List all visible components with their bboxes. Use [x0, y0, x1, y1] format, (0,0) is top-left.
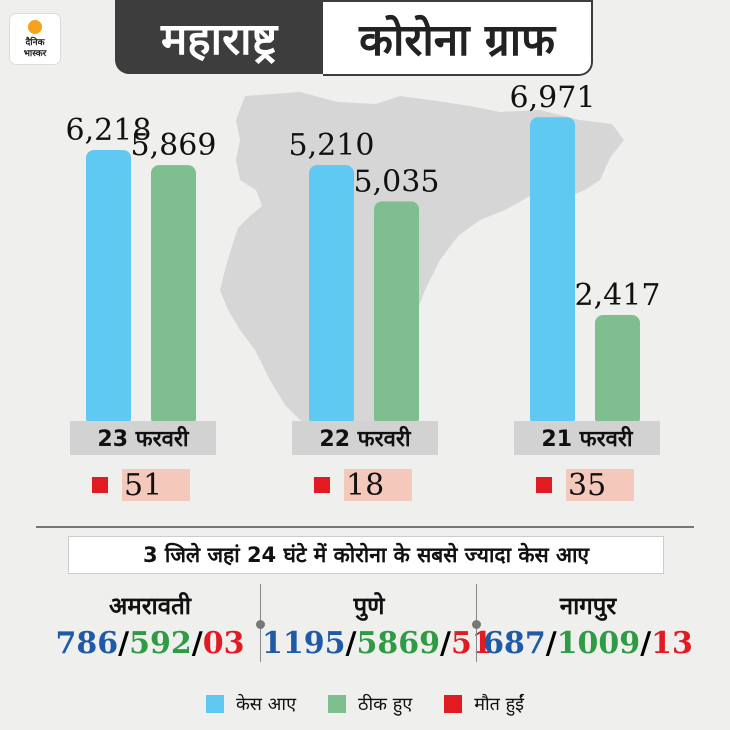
recovered-bar-0: [151, 165, 196, 426]
recovered-bar-2: [595, 315, 640, 426]
legend-cases: केस आए: [205, 692, 296, 716]
district-recovered: 1009: [556, 626, 641, 661]
legend-recovered: ठीक हुए: [328, 692, 412, 716]
district-cases: 1195: [262, 626, 346, 661]
district-name: अमरावती: [109, 592, 191, 620]
deaths-box-0: 51: [92, 467, 190, 503]
divider: [36, 526, 694, 528]
district-cases: 786: [55, 626, 119, 661]
deaths-marker-icon: [92, 477, 108, 493]
district-deaths: 13: [651, 626, 693, 661]
recovered-label-1: 5,035: [354, 164, 440, 199]
title-topic: कोरोना ग्राफ: [323, 0, 594, 76]
legend-deaths: मौत हुईं: [444, 692, 524, 716]
district-name: पुणे: [353, 592, 385, 620]
cases-bar-1: [309, 165, 354, 426]
district-nagpur: नागपुर 687/1009/13: [478, 590, 698, 666]
deaths-box-1: 18: [314, 467, 412, 503]
district-amravati: अमरावती 786/592/03: [40, 590, 260, 666]
recovered-label-0: 5,869: [131, 128, 217, 163]
logo-line2: भास्कर: [23, 49, 47, 59]
title-state: महाराष्ट्र: [115, 0, 324, 74]
cases-bar-0: [86, 149, 131, 427]
district-deaths: 03: [202, 626, 245, 661]
district-name: नागपुर: [559, 592, 617, 620]
legend-swatch: [205, 695, 224, 713]
category-label-2: 21 फरवरी: [514, 421, 660, 455]
cases-bar-2: [530, 117, 575, 426]
district-recovered: 5869: [356, 626, 440, 661]
title-banner: महाराष्ट्र कोरोना ग्राफ: [115, 0, 594, 76]
cases-label-1: 5,210: [289, 128, 375, 163]
dainik-bhaskar-logo: दैनिक भास्कर: [10, 14, 60, 64]
districts-title: 3 जिले जहां 24 घंटे में कोरोना के सबसे ज…: [68, 536, 664, 574]
legend-swatch: [328, 695, 347, 713]
separator: [472, 584, 481, 662]
recovered-bar-1: [374, 201, 419, 426]
district-cases: 687: [483, 626, 546, 661]
deaths-marker-icon: [536, 477, 552, 493]
cases-label-0: 6,218: [66, 113, 152, 148]
cases-label-2: 6,971: [510, 80, 596, 115]
category-label-0: 23 फरवरी: [70, 421, 216, 455]
legend-swatch: [444, 695, 463, 713]
deaths-value: 51: [124, 467, 163, 503]
sun-icon: [28, 20, 42, 34]
district-recovered: 592: [129, 626, 192, 661]
recovered-label-2: 2,417: [575, 278, 661, 313]
category-label-1: 22 फरवरी: [292, 421, 438, 455]
deaths-value: 18: [346, 467, 385, 503]
district-deaths: 51: [450, 626, 493, 661]
deaths-box-2: 35: [536, 467, 634, 503]
district-pune: पुणे 1195/5869/51: [262, 592, 493, 661]
deaths-value: 35: [568, 467, 607, 503]
deaths-marker-icon: [314, 477, 330, 493]
separator: [256, 584, 265, 662]
legend: केस आए ठीक हुए मौत हुईं: [0, 692, 730, 716]
logo-line1: दैनिक: [25, 38, 45, 48]
